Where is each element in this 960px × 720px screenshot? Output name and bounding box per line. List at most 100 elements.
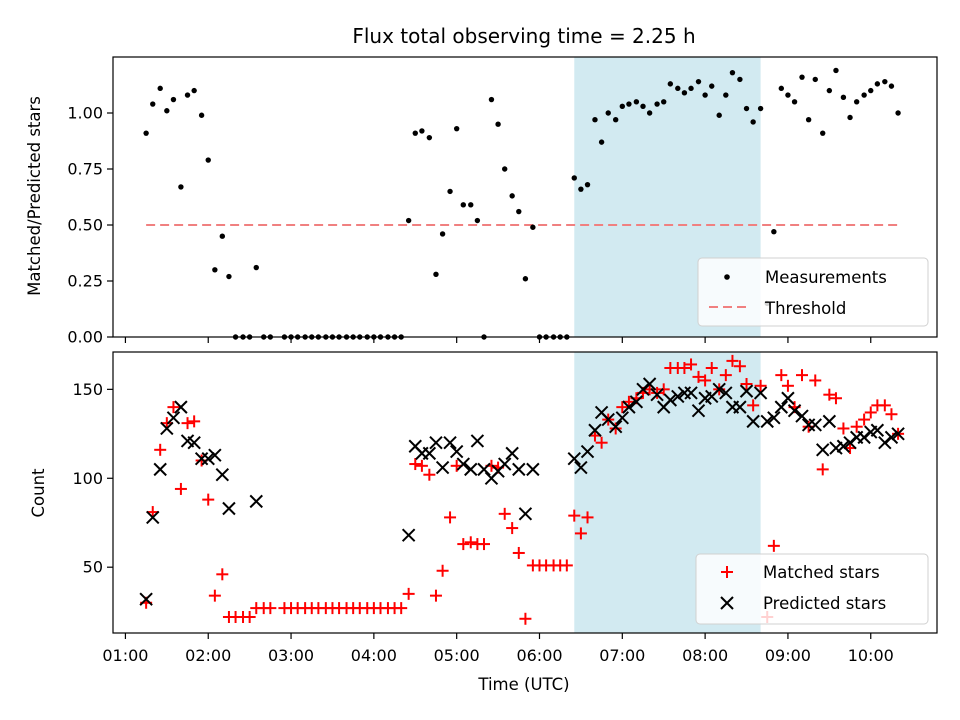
- bottom-legend-box: [695, 553, 929, 625]
- predicted-star-point: [208, 448, 222, 462]
- matched-star-point: [726, 354, 739, 367]
- predicted-star-point: [477, 462, 491, 477]
- matched-star-point: [740, 378, 753, 391]
- predicted-star-point: [767, 411, 781, 425]
- predicted-star-point: [642, 377, 657, 391]
- measurement-point: [702, 92, 708, 98]
- measurement-point: [681, 90, 688, 96]
- predicted-star-point: [512, 462, 526, 477]
- legend-predicted-label: Predicted stars: [763, 594, 886, 613]
- matched-star-point: [174, 482, 187, 495]
- predicted-star-point: [746, 414, 760, 429]
- predicted-star-point: [498, 457, 512, 471]
- predicted-star-point: [753, 386, 768, 400]
- matched-star-point: [609, 422, 622, 435]
- predicted-star-point: [470, 434, 485, 448]
- matched-star-point: [767, 539, 780, 552]
- predicted-star-point: [733, 400, 747, 414]
- measurement-point: [150, 101, 156, 107]
- measurement-point: [571, 175, 577, 181]
- matched-star-point: [519, 612, 532, 625]
- measurement-point: [405, 217, 412, 224]
- matched-star-point: [568, 509, 581, 522]
- predicted-stars-points: [139, 377, 905, 606]
- measurement-point: [661, 99, 667, 105]
- predicted-star-point: [215, 468, 230, 482]
- legend-matched-label: Matched stars: [763, 563, 880, 582]
- measurement-point: [253, 264, 259, 271]
- predicted-star-point: [574, 460, 588, 475]
- matched-star-point: [858, 413, 871, 426]
- measurement-point: [605, 110, 611, 116]
- predicted-star-point: [760, 414, 774, 429]
- matched-star-point: [816, 463, 829, 476]
- predicted-star-point: [822, 414, 837, 429]
- bottom-x-tick-label: 01:00: [102, 646, 148, 665]
- predicted-star-point: [787, 403, 802, 418]
- measurement-point: [612, 117, 619, 123]
- top-legend-box: [697, 257, 929, 327]
- bottom-x-tick-label: 06:00: [516, 646, 562, 665]
- measurement-point: [799, 74, 805, 80]
- bottom-axes-frame: [112, 351, 938, 634]
- predicted-star-point: [836, 439, 851, 453]
- matched-star-point: [775, 369, 788, 382]
- bottom-x-ticks: 01:00 02:00 03:00 04:00 05:00 06:00 07:00 08:00…: [102, 633, 894, 665]
- matched-star-point: [395, 602, 408, 615]
- bottom-x-tick-label: 10:00: [848, 646, 894, 665]
- top-y-ticks: 0.00 0.25 0.50 0.75 1.00: [67, 104, 113, 347]
- matched-star-point: [506, 522, 519, 535]
- measurement-point: [619, 103, 626, 109]
- matched-star-point: [754, 379, 767, 392]
- top-y-tick-label: 0.50: [67, 216, 103, 235]
- bottom-x-tick-label: 02:00: [185, 646, 231, 665]
- bottom-x-tick-label: 07:00: [599, 646, 645, 665]
- legend-measurements-marker: [724, 274, 730, 280]
- top-y-tick-label: 1.00: [67, 104, 103, 123]
- matched-star-point: [685, 358, 698, 371]
- matched-star-point: [850, 420, 863, 433]
- measurement-point: [737, 76, 743, 83]
- bottom-y-axis-label: Count: [29, 468, 48, 518]
- predicted-star-point: [249, 494, 263, 509]
- matched-star-point: [202, 493, 215, 506]
- predicted-star-point: [684, 386, 698, 400]
- predicted-star-point: [429, 435, 443, 450]
- measurement-point: [785, 92, 791, 98]
- legend-threshold-label: Threshold: [764, 299, 846, 318]
- bottom-y-tick-label: 100: [72, 469, 103, 488]
- predicted-star-point: [629, 395, 644, 409]
- measurement-point: [226, 273, 232, 280]
- measurement-point: [170, 96, 177, 103]
- measurement-point: [888, 83, 895, 89]
- top-x-ticks: [124, 337, 872, 343]
- measurement-point: [530, 224, 536, 230]
- measurement-point: [750, 119, 756, 125]
- bottom-x-tick-label: 03:00: [268, 646, 314, 665]
- measurement-point: [640, 103, 646, 109]
- bottom-y-tick-label: 50: [83, 558, 103, 577]
- measurement-point: [675, 85, 681, 92]
- measurement-point: [516, 208, 522, 215]
- measurement-point: [205, 157, 211, 163]
- measurement-point: [633, 99, 640, 105]
- matched-star-point: [719, 369, 732, 382]
- matched-star-point: [478, 538, 491, 551]
- measurement-point: [833, 67, 839, 74]
- measurement-point: [495, 121, 501, 127]
- matched-star-point: [181, 417, 194, 430]
- predicted-star-point: [174, 400, 188, 414]
- measurement-point: [502, 166, 508, 172]
- predicted-star-point: [153, 462, 167, 477]
- matched-star-point: [705, 362, 718, 375]
- predicted-star-point: [187, 435, 201, 450]
- matched-star-point: [747, 399, 760, 412]
- predicted-star-point: [166, 411, 181, 425]
- legend-measurements-label: Measurements: [765, 268, 887, 287]
- matched-star-point: [415, 459, 428, 472]
- matched-star-point: [829, 392, 842, 405]
- predicted-star-point: [663, 393, 678, 407]
- matched-star-point: [699, 374, 712, 387]
- predicted-star-point: [401, 528, 416, 542]
- measurement-point: [419, 128, 425, 134]
